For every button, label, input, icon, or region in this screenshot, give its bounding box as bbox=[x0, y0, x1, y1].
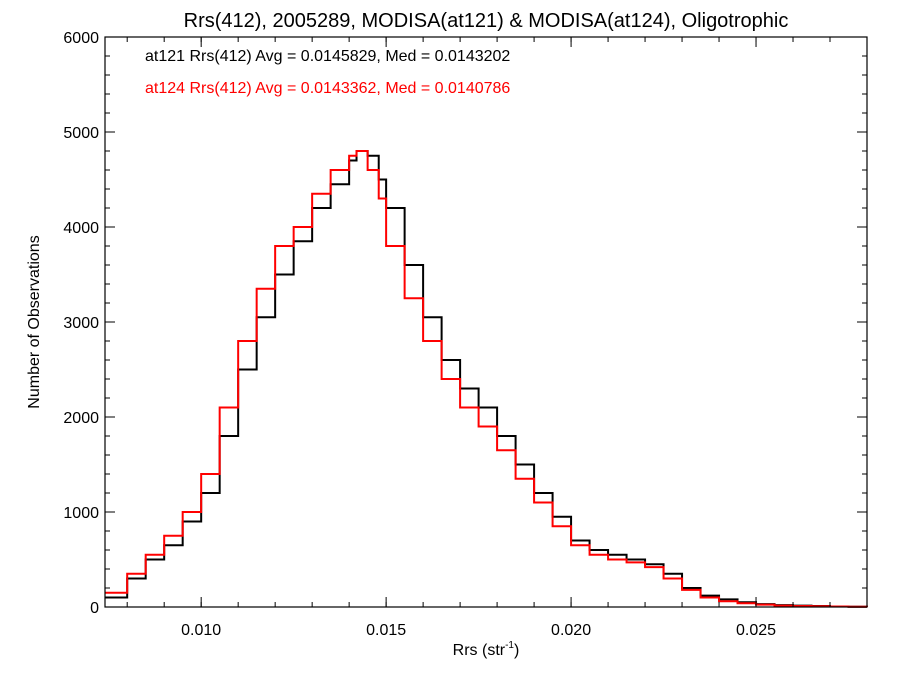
series-annotation-at121: at121 Rrs(412) Avg = 0.0145829, Med = 0.… bbox=[145, 48, 510, 65]
x-axis: 0.010 0.015 0.020 0.025 bbox=[126, 37, 868, 639]
y-axis: 0 1000 2000 3000 4000 5000 6000 bbox=[63, 30, 867, 617]
x-tick-label: 0.025 bbox=[736, 622, 776, 639]
chart-title: Rrs(412), 2005289, MODISA(at121) & MODIS… bbox=[184, 10, 789, 32]
y-tick-label: 5000 bbox=[63, 125, 99, 142]
y-tick-label: 1000 bbox=[63, 505, 99, 522]
y-axis-label: Number of Observations bbox=[26, 235, 43, 408]
x-tick-label: 0.020 bbox=[551, 622, 591, 639]
y-tick-label: 2000 bbox=[63, 410, 99, 427]
y-tick-label: 0 bbox=[90, 600, 99, 617]
y-tick-label: 6000 bbox=[63, 30, 99, 47]
x-axis-label-text: Rrs (str bbox=[453, 642, 506, 659]
series-line-at124 bbox=[105, 150, 868, 608]
y-tick-label: 3000 bbox=[63, 315, 99, 332]
x-tick-label: 0.015 bbox=[366, 622, 406, 639]
x-axis-label-closing: ) bbox=[514, 642, 519, 659]
x-tick-label: 0.010 bbox=[181, 622, 221, 639]
series-annotation-at124: at124 Rrs(412) Avg = 0.0143362, Med = 0.… bbox=[145, 80, 510, 97]
y-tick-label: 4000 bbox=[63, 220, 99, 237]
plot-area bbox=[105, 150, 868, 608]
x-axis-label-exponent: -1 bbox=[505, 640, 514, 651]
x-axis-label: Rrs (str-1) bbox=[453, 640, 520, 659]
